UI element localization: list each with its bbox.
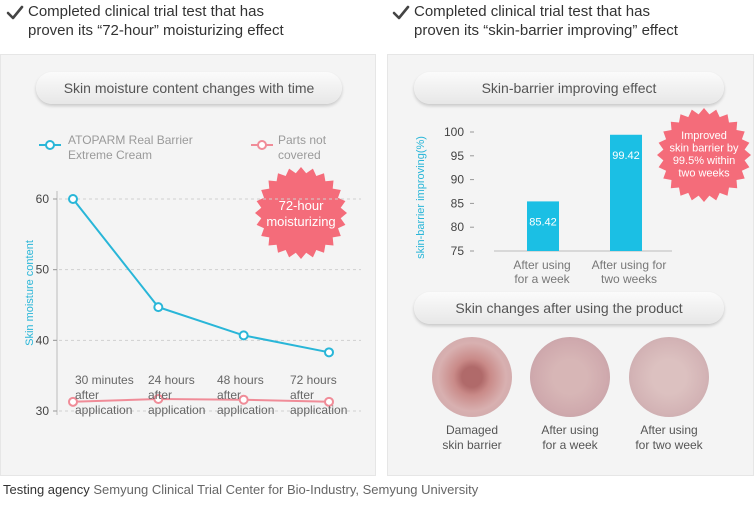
y-tick-label: 80 (451, 220, 465, 234)
legend-label-uncovered: Parts not covered (278, 133, 327, 162)
footer-value: Semyung Clinical Trial Center for Bio-In… (93, 482, 479, 497)
bar-value-label: 99.42 (612, 150, 640, 162)
badge-text: Improved skin barrier by 99.5% within two w… (669, 130, 739, 180)
bar-value-label: 85.42 (529, 216, 557, 228)
y-tick-label: 85 (451, 196, 465, 210)
y-axis-label: Skin moisture content (24, 240, 36, 346)
y-tick-label: 40 (36, 333, 50, 347)
improved-badge: Improved skin barrier by 99.5% within two w… (657, 108, 751, 202)
data-point-cream (238, 330, 249, 341)
photo-after-two-weeks (629, 337, 709, 417)
72-hour-badge: 72-hour moisturizing (255, 167, 347, 259)
y-tick-label: 60 (36, 192, 50, 206)
moisture-chart-title: Skin moisture content changes with time (36, 72, 342, 104)
series-line-uncovered (72, 397, 330, 403)
legend-marker-uncovered (251, 140, 273, 150)
barrier-panel: Skin-barrier improving effect 75 80 85 90 95… (387, 54, 754, 476)
photo-after-week (530, 337, 610, 417)
y-axis-label: skin-barrier improving(%) (415, 136, 427, 259)
photo-label: After using for two week (635, 423, 703, 452)
x-tick-label: 30 minutes after application (75, 373, 134, 417)
barrier-chart-title: Skin-barrier improving effect (414, 72, 724, 104)
barrier-bar-chart: 75 80 85 90 95 100 skin-barrier improving(%) 85… (415, 125, 672, 259)
bar-x-label: After using for two weeks (591, 258, 667, 286)
left-header: Completed clinical trial test that has p… (6, 2, 366, 46)
photo-damaged-skin (432, 337, 512, 417)
data-point-cream (153, 302, 164, 313)
series-line-cream (72, 198, 330, 354)
x-tick-label: 24 hours after application (148, 373, 206, 417)
badge-line-2: moisturizing (266, 214, 335, 229)
footer: Testing agency Semyung Clinical Trial Ce… (3, 482, 478, 497)
y-tick-label: 95 (451, 149, 465, 163)
moisture-line-chart: 30 40 50 60 Skin moisture content (24, 191, 361, 418)
bar-x-label: After using for a week (513, 258, 571, 286)
x-tick-label: 48 hours after application (217, 373, 275, 417)
data-point-cream (68, 194, 78, 204)
left-header-text: Completed clinical trial test that has p… (28, 3, 284, 39)
bar (610, 134, 642, 251)
data-point-uncovered (68, 396, 78, 407)
photos-title: Skin changes after using the product (414, 292, 724, 324)
data-point-cream (324, 347, 334, 358)
right-header-text: Completed clinical trial test that has p… (414, 3, 678, 39)
y-tick-label: 50 (36, 263, 50, 277)
right-header: Completed clinical trial test that has p… (392, 2, 752, 46)
x-tick-label: 72 hours after application (290, 373, 348, 417)
y-tick-label: 90 (451, 173, 465, 187)
y-tick-label: 100 (444, 125, 464, 139)
checkmark-icon (392, 5, 410, 20)
photo-label: Damaged skin barrier (442, 423, 502, 452)
legend-label-cream: ATOPARM Real Barrier Extreme Cream (68, 133, 193, 162)
data-point-uncovered (153, 393, 164, 404)
data-point-uncovered (324, 396, 334, 407)
footer-label: Testing agency (3, 482, 90, 497)
legend-marker-cream (39, 140, 61, 150)
data-point-uncovered (238, 394, 249, 405)
bar (527, 201, 559, 251)
y-tick-label: 75 (451, 244, 465, 258)
moisture-panel: Skin moisture content changes with time … (0, 54, 376, 476)
y-tick-label: 30 (36, 404, 50, 418)
checkmark-icon (6, 5, 24, 20)
photo-label: After using for a week (541, 423, 599, 452)
badge-line-1: 72-hour (279, 198, 324, 213)
